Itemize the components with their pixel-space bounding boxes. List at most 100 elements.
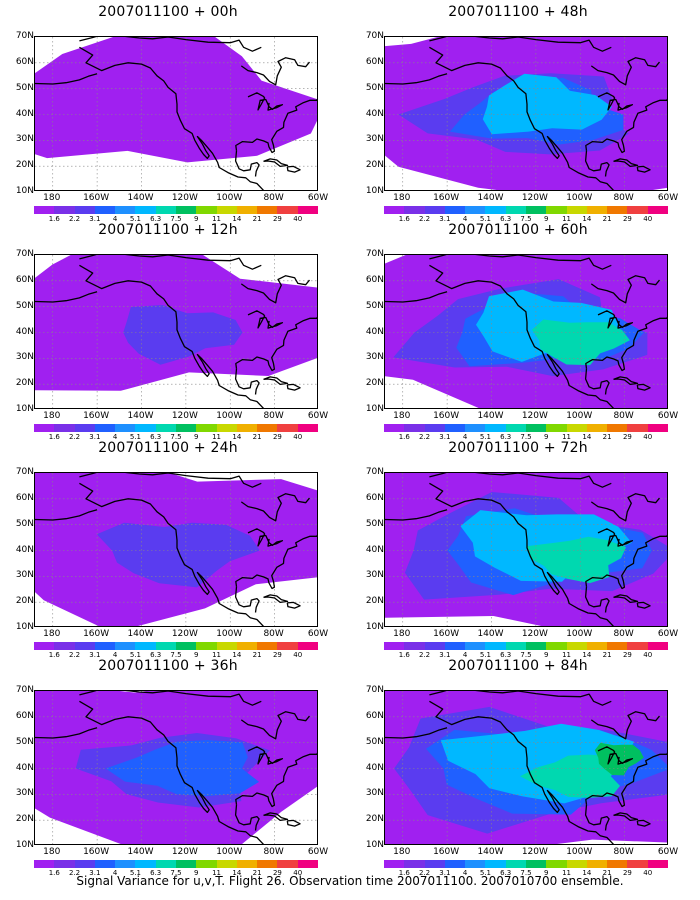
longitude-tick-label: 120W	[171, 847, 198, 857]
colorbar-label: 14	[582, 215, 592, 223]
colorbar-swatch	[505, 860, 527, 868]
colorbar-label: 6.3	[150, 869, 162, 877]
colorbar-label: 9	[544, 651, 549, 659]
colorbar-swatch	[277, 424, 299, 432]
colorbar-swatch	[54, 424, 76, 432]
latitude-tick-label: 70N	[365, 685, 384, 695]
coastline	[35, 73, 98, 85]
coastline	[240, 275, 311, 304]
colorbar-label: 1.6	[398, 651, 410, 659]
map-plot-area	[34, 36, 318, 191]
coastline	[235, 534, 317, 590]
colorbar	[34, 860, 319, 868]
colorbar-label: 5.1	[479, 433, 491, 441]
coastline	[240, 711, 311, 740]
colorbar-label: 40	[293, 433, 303, 441]
latitude-tick-label: 50N	[365, 518, 384, 529]
colorbar-label: 1.6	[398, 433, 410, 441]
coastline	[590, 57, 661, 86]
latitude-tick-label: 20N	[365, 814, 384, 825]
latitude-tick-label: 60N	[15, 710, 34, 721]
longitude-tick-label: 140W	[477, 847, 504, 857]
colorbar-swatch	[257, 206, 278, 214]
longitude-tick-label: 100W	[216, 193, 243, 203]
longitude-tick-label: 180	[393, 193, 411, 203]
colorbar-label: 29	[622, 215, 632, 223]
colorbar-swatch	[444, 642, 466, 650]
colorbar-swatch	[94, 424, 116, 432]
coastline	[286, 165, 301, 173]
map-panel: 2007011100 + 60h 70N 60N 50N 40N 30N 20N 10N 180…	[350, 222, 686, 441]
latitude-tick-label: 60N	[365, 56, 384, 67]
coastline	[613, 812, 639, 822]
latitude-tick-label: 30N	[15, 570, 34, 581]
colorbar-label: 2.2	[68, 215, 81, 223]
latitude-tick-label: 30N	[365, 352, 384, 363]
longitude-tick-label: 140W	[127, 629, 154, 639]
coastline	[429, 255, 612, 270]
colorbar	[34, 642, 319, 650]
coastline	[636, 819, 651, 827]
colorbar-label: 11	[212, 215, 222, 223]
colorbar	[384, 206, 669, 214]
colorbar-swatch	[236, 642, 258, 650]
variance-contour-fill	[520, 754, 620, 798]
coastline	[263, 594, 289, 604]
coastline	[247, 746, 284, 765]
colorbar-label: 29	[622, 433, 632, 441]
colorbar-swatch	[115, 642, 136, 650]
colorbar-swatch	[216, 642, 238, 650]
map-panel: 2007011100 + 48h 70N 60N 50N 40N 30N 20N 10N 180…	[350, 4, 686, 223]
colorbar-label: 14	[232, 651, 242, 659]
colorbar-swatch	[424, 206, 446, 214]
coastline	[429, 700, 615, 844]
colorbar-label: 6.3	[150, 651, 162, 659]
colorbar-swatch	[586, 206, 608, 214]
colorbar-swatch	[444, 860, 466, 868]
colorbar	[384, 424, 669, 432]
colorbar-label: 2.2	[418, 869, 431, 877]
colorbar-swatch	[384, 642, 405, 650]
colorbar-swatch	[465, 424, 486, 432]
longitude-tick-label: 140W	[127, 193, 154, 203]
coastline	[385, 509, 448, 521]
map-plot-area	[384, 36, 668, 191]
longitude-tick-label: 60W	[307, 411, 329, 421]
latitude-tick-label: 50N	[15, 82, 34, 93]
longitude-tick-label: 160W	[83, 193, 110, 203]
coastline	[234, 586, 260, 613]
map-panel: 2007011100 + 12h 70N 60N 50N 40N 30N 20N 10N 180…	[0, 222, 336, 441]
colorbar-swatch	[297, 642, 319, 650]
colorbar-swatch	[54, 206, 76, 214]
longitude-tick-label: 120W	[521, 411, 548, 421]
colorbar-swatch	[236, 206, 258, 214]
colorbar-swatch	[607, 860, 628, 868]
latitude-tick-label: 70N	[15, 685, 34, 695]
longitude-tick-label: 180	[43, 411, 61, 421]
colorbar-label: 9	[544, 869, 549, 877]
colorbar-label: 4	[462, 433, 468, 441]
map-plot-area	[384, 254, 668, 409]
latitude-tick-label: 70N	[365, 467, 384, 477]
colorbar-swatch	[196, 206, 218, 214]
longitude-tick-label: 60W	[307, 629, 329, 639]
colorbar-label: 5.1	[479, 651, 491, 659]
latitude-tick-label: 60N	[365, 710, 384, 721]
colorbar-label: 11	[212, 433, 222, 441]
colorbar-label: 14	[582, 651, 592, 659]
colorbar-label: 21	[602, 215, 612, 223]
coastline	[636, 165, 651, 173]
coastline	[286, 383, 301, 391]
colorbar-label: 5.1	[129, 433, 141, 441]
colorbar-swatch	[586, 642, 608, 650]
variance-field-map	[35, 691, 317, 844]
longitude-tick-label: 80W	[613, 411, 634, 421]
colorbar-swatch	[34, 424, 55, 432]
colorbar-label: 1.6	[398, 869, 410, 877]
longitude-tick-label: 80W	[613, 847, 634, 857]
latitude-tick-label: 50N	[15, 518, 34, 529]
latitude-tick-label: 50N	[365, 736, 384, 747]
latitude-tick-label: 10N	[365, 404, 384, 414]
longitude-tick-label: 160W	[83, 629, 110, 639]
longitude-tick-label: 160W	[433, 847, 460, 857]
